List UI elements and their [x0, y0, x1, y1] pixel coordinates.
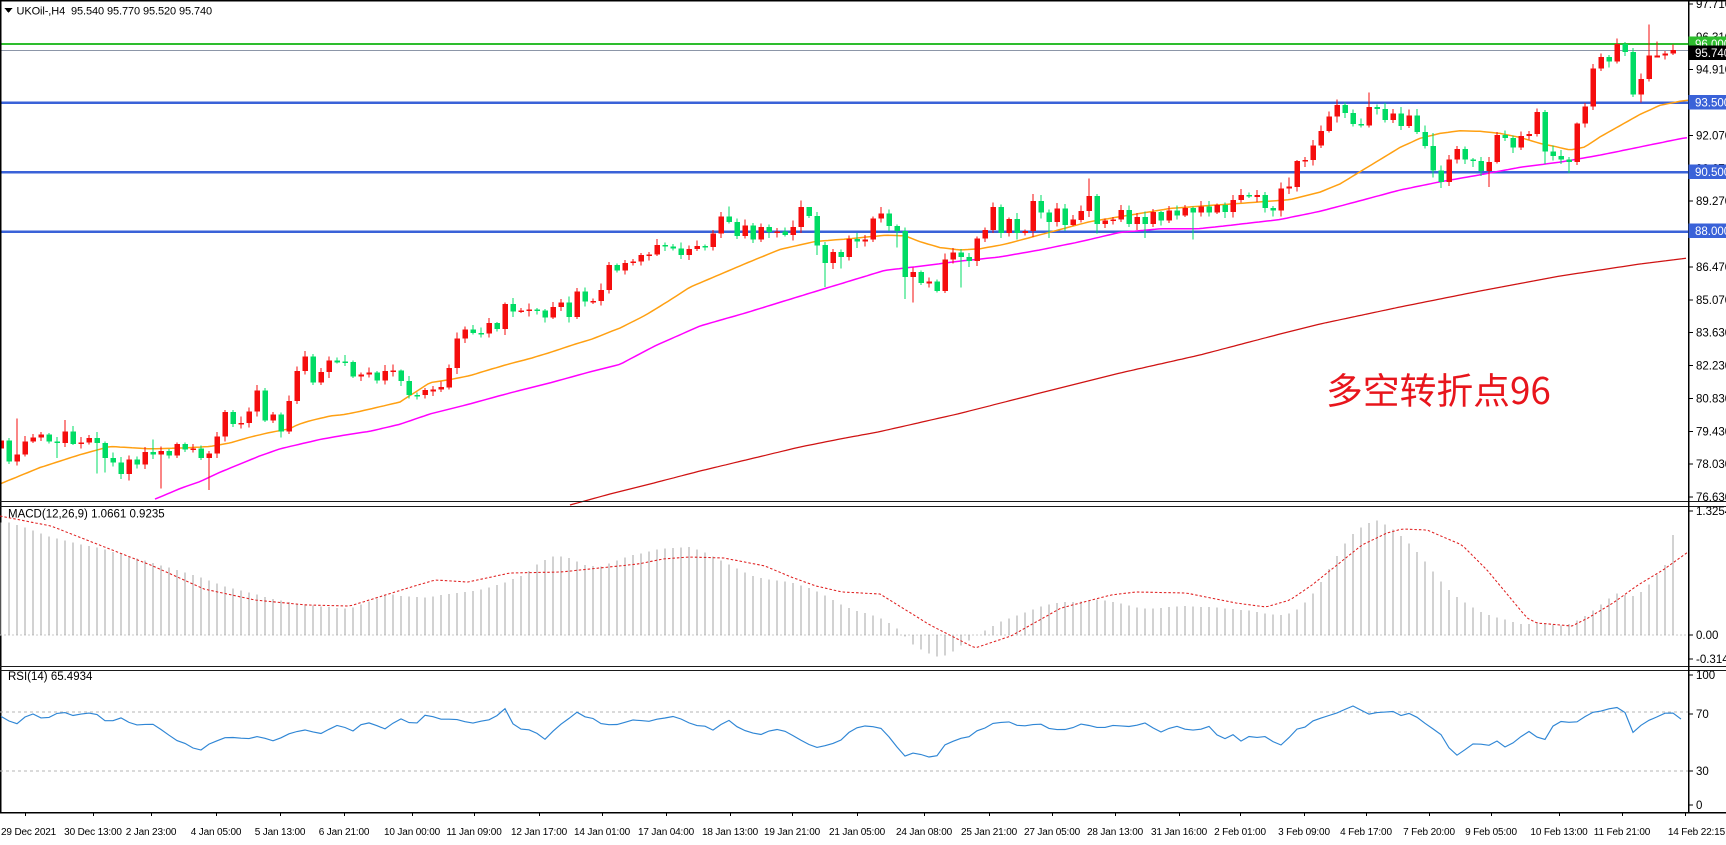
svg-text:94.910: 94.910: [1696, 65, 1726, 77]
svg-text:11 Jan 09:00: 11 Jan 09:00: [446, 827, 502, 838]
svg-text:29 Dec 2021: 29 Dec 2021: [1, 827, 57, 838]
svg-text:18 Jan 13:00: 18 Jan 13:00: [702, 827, 759, 838]
svg-text:25 Jan 21:00: 25 Jan 21:00: [961, 827, 1018, 838]
svg-text:30: 30: [1696, 766, 1709, 778]
svg-text:93.500: 93.500: [1695, 98, 1726, 110]
svg-text:86.470: 86.470: [1696, 262, 1726, 274]
svg-text:70: 70: [1696, 709, 1709, 721]
svg-text:14 Jan 01:00: 14 Jan 01:00: [574, 827, 631, 838]
svg-text:78.030: 78.030: [1696, 459, 1726, 471]
svg-text:4 Feb 17:00: 4 Feb 17:00: [1340, 827, 1392, 838]
svg-text:10 Jan 00:00: 10 Jan 00:00: [384, 827, 441, 838]
svg-text:97.710: 97.710: [1696, 0, 1726, 11]
svg-text:30 Dec 13:00: 30 Dec 13:00: [64, 827, 122, 838]
svg-text:6 Jan 21:00: 6 Jan 21:00: [319, 827, 370, 838]
svg-text:1.3254: 1.3254: [1696, 506, 1726, 518]
svg-text:95.740: 95.740: [1695, 48, 1726, 60]
svg-text:82.230: 82.230: [1696, 361, 1726, 373]
svg-text:21 Jan 05:00: 21 Jan 05:00: [829, 827, 886, 838]
svg-text:10 Feb 13:00: 10 Feb 13:00: [1530, 827, 1588, 838]
svg-text:19 Jan 21:00: 19 Jan 21:00: [764, 827, 821, 838]
svg-text:0: 0: [1696, 800, 1702, 812]
svg-text:2 Jan 23:00: 2 Jan 23:00: [126, 827, 177, 838]
svg-text:27 Jan 05:00: 27 Jan 05:00: [1024, 827, 1081, 838]
svg-text:RSI(14) 65.4934: RSI(14) 65.4934: [8, 671, 93, 683]
svg-text:7 Feb 20:00: 7 Feb 20:00: [1403, 827, 1455, 838]
svg-text:31 Jan 16:00: 31 Jan 16:00: [1151, 827, 1208, 838]
svg-text:9 Feb 05:00: 9 Feb 05:00: [1465, 827, 1517, 838]
svg-text:80.830: 80.830: [1696, 393, 1726, 405]
svg-text:11 Feb 21:00: 11 Feb 21:00: [1594, 827, 1651, 838]
svg-text:12 Jan 17:00: 12 Jan 17:00: [511, 827, 568, 838]
svg-text:88.000: 88.000: [1695, 226, 1726, 238]
svg-text:100: 100: [1696, 670, 1715, 682]
svg-text:92.070: 92.070: [1696, 131, 1726, 143]
svg-text:5 Jan 13:00: 5 Jan 13:00: [255, 827, 306, 838]
svg-text:79.430: 79.430: [1696, 426, 1726, 438]
svg-text:24 Jan 08:00: 24 Jan 08:00: [896, 827, 953, 838]
svg-text:17 Jan 04:00: 17 Jan 04:00: [638, 827, 695, 838]
svg-text:UKOil-,H4 95.540 95.770 95.52: UKOil-,H4 95.540 95.770 95.520 95.740: [17, 6, 213, 18]
svg-text:MACD(12,26,9) 1.0661 0.9235: MACD(12,26,9) 1.0661 0.9235: [8, 509, 165, 521]
svg-text:2 Feb 01:00: 2 Feb 01:00: [1214, 827, 1266, 838]
svg-text:0.00: 0.00: [1696, 630, 1718, 642]
svg-text:89.270: 89.270: [1696, 196, 1726, 208]
svg-text:-0.3149: -0.3149: [1696, 654, 1726, 666]
svg-text:14 Feb 22:15: 14 Feb 22:15: [1668, 827, 1726, 838]
svg-text:4 Jan 05:00: 4 Jan 05:00: [191, 827, 242, 838]
svg-text:76.630: 76.630: [1696, 492, 1726, 504]
svg-text:28 Jan 13:00: 28 Jan 13:00: [1087, 827, 1144, 838]
svg-text:83.630: 83.630: [1696, 328, 1726, 340]
svg-text:90.500: 90.500: [1695, 167, 1726, 179]
svg-text:3 Feb 09:00: 3 Feb 09:00: [1278, 827, 1330, 838]
svg-text:85.070: 85.070: [1696, 295, 1726, 307]
